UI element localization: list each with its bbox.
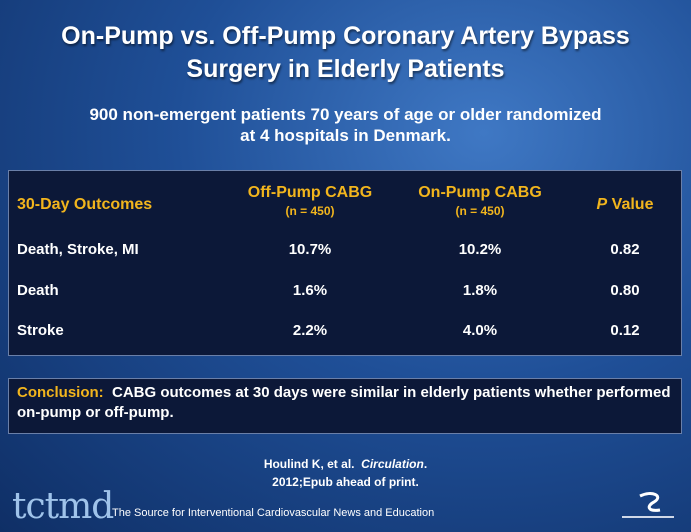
title-line: On-Pump vs. Off-Pump Coronary Artery Byp… (61, 22, 630, 50)
header-label: Off-Pump CABG (247, 184, 373, 201)
table-cell: 10.7% (288, 241, 332, 258)
table: 30-Day Outcomes Off-Pump CABG (n = 450) O… (8, 170, 682, 356)
citation-line: 2012;Epub ahead of print. (272, 475, 419, 489)
citation-journal: Circulation (361, 457, 424, 471)
citation: Houlind K, et al. Circulation. 2012;Epub… (0, 455, 691, 491)
table-cell: 0.12 (610, 322, 640, 339)
citation-line: Houlind K, et al. Circulation. (0, 455, 691, 473)
header-label: On-Pump CABG (418, 184, 542, 201)
tagline: The Source for Interventional Cardiovasc… (112, 507, 435, 519)
title-line: Surgery in Elderly Patients (186, 55, 505, 83)
table-cell: 4.0% (462, 322, 498, 339)
foundation-logo (622, 492, 674, 518)
header-sub: (n = 450) (285, 204, 335, 218)
table-cell: 10.2% (458, 241, 502, 258)
subtitle: 900 non-emergent patients 70 years of ag… (0, 104, 691, 146)
subtitle-line: at 4 hospitals in Denmark. (240, 126, 451, 145)
citation-authors: Houlind K, et al. (263, 457, 355, 471)
row-label: Death, Stroke, MI (17, 241, 139, 258)
table-cell: 0.82 (610, 241, 640, 258)
header-italic: P (596, 196, 608, 213)
title: On-Pump vs. Off-Pump Coronary Artery Byp… (0, 20, 691, 86)
table-cell: 2.2% (292, 322, 328, 339)
conclusion: Conclusion: CABG outcomes at 30 days wer… (8, 378, 682, 434)
conclusion-label: Conclusion: (17, 384, 104, 401)
subtitle-line: 900 non-emergent patients 70 years of ag… (89, 105, 602, 124)
header-cell: On-Pump CABG (n = 450) (395, 184, 565, 218)
header-sub: (n = 450) (455, 204, 505, 218)
header-label: Value (611, 196, 654, 213)
table-cell: 0.80 (610, 282, 640, 299)
table-cell: 1.8% (462, 282, 498, 299)
header-cell: P Value (540, 196, 691, 214)
row-label: Stroke (17, 322, 64, 339)
table-cell: 1.6% (292, 282, 328, 299)
logo: tctmd (12, 486, 114, 527)
logo-swirl (639, 492, 661, 512)
citation-punct: . (423, 457, 428, 471)
header-cell: Off-Pump CABG (n = 450) (225, 184, 395, 218)
header-cell: 30-Day Outcomes (17, 196, 153, 213)
conclusion-text: CABG outcomes at 30 days were similar in… (17, 384, 671, 421)
row-label: Death (17, 282, 59, 299)
logo-bar (622, 516, 674, 518)
